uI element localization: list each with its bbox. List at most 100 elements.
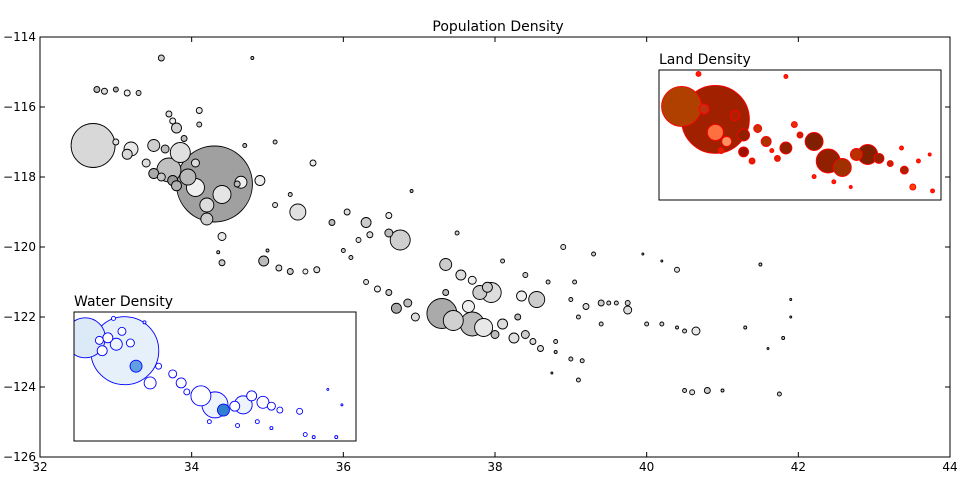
population-point: [272, 139, 278, 145]
water-inset-point: [311, 435, 316, 440]
land-inset-frame: [658, 69, 942, 201]
water-inset-point: [256, 395, 270, 409]
main-title: Population Density: [432, 19, 563, 35]
population-point: [550, 371, 554, 375]
population-point: [591, 251, 597, 257]
population-point: [196, 121, 203, 128]
water-inset-point: [168, 369, 178, 379]
land-inset-point: [721, 136, 733, 147]
population-point: [481, 281, 493, 293]
population-point: [409, 189, 414, 193]
population-point: [363, 279, 370, 285]
land-inset-point: [899, 165, 909, 175]
land-inset-point: [930, 188, 935, 194]
population-point: [360, 217, 372, 228]
y-tick-label: −114: [3, 30, 36, 44]
water-inset-point: [102, 332, 114, 344]
land-inset-point: [717, 147, 725, 155]
population-point: [781, 336, 786, 340]
population-point: [254, 175, 266, 186]
land-inset-point: [915, 158, 921, 164]
population-point: [675, 325, 679, 330]
population-point: [147, 139, 161, 152]
land-inset-point: [886, 160, 894, 168]
population-point: [462, 300, 475, 313]
population-point: [490, 330, 500, 339]
population-point: [242, 143, 248, 148]
population-point: [355, 237, 362, 243]
population-point: [766, 347, 770, 350]
land-inset-point: [832, 158, 852, 177]
population-point: [287, 192, 293, 197]
water-inset-point: [109, 337, 123, 351]
x-tick-label: 32: [32, 460, 47, 474]
water-inset-point: [254, 419, 260, 425]
population-point: [343, 208, 351, 216]
population-point: [474, 318, 494, 337]
population-point: [516, 290, 527, 302]
water-inset-point: [111, 316, 116, 321]
population-point: [169, 142, 191, 163]
population-point: [390, 302, 402, 314]
land-inset-point: [769, 148, 775, 154]
water-inset-point: [334, 435, 339, 440]
population-point: [385, 212, 393, 219]
land-inset-point: [737, 128, 751, 142]
population-point: [366, 231, 374, 239]
main-scatter-layer: [70, 54, 793, 397]
population-point: [520, 330, 530, 339]
land-inset-point: [773, 154, 781, 162]
land-inset-point: [698, 103, 710, 115]
population-point: [156, 172, 166, 182]
population-point: [265, 248, 270, 253]
water-inset-point: [206, 419, 212, 425]
land-inset-point: [831, 179, 837, 185]
population-point: [218, 259, 226, 267]
population-point: [467, 275, 477, 285]
population-point: [545, 279, 551, 285]
land-inset-point: [909, 183, 917, 191]
population-point: [455, 269, 467, 281]
water-inset-point: [94, 335, 104, 345]
population-point: [529, 338, 537, 345]
population-point: [410, 312, 420, 322]
population-point: [93, 86, 101, 93]
water-inset-point: [143, 376, 157, 390]
population-point: [313, 266, 321, 274]
land-inset-point: [811, 174, 817, 180]
population-point: [442, 310, 464, 331]
land-inset-point: [927, 152, 932, 157]
population-point: [613, 300, 619, 306]
population-point: [112, 138, 120, 146]
land-inset-point: [753, 124, 763, 133]
population-point: [403, 298, 413, 308]
water-inset-point: [217, 403, 230, 417]
water-inset-point: [229, 400, 241, 412]
y-tick-label: −118: [3, 170, 36, 184]
x-tick-label: 34: [184, 460, 199, 474]
population-point: [720, 388, 725, 393]
population-point: [250, 56, 255, 60]
population-point: [743, 325, 748, 330]
x-tick-label: 36: [336, 460, 351, 474]
population-point: [598, 321, 604, 327]
water-inset-point: [296, 407, 304, 415]
population-point: [522, 272, 529, 278]
population-point: [514, 313, 522, 321]
population-point: [644, 321, 650, 327]
population-point: [302, 268, 309, 275]
population-point: [275, 264, 283, 272]
population-point: [575, 314, 581, 320]
land-inset-point: [849, 148, 863, 161]
water-inset-point: [190, 385, 212, 407]
water-inset-point: [183, 388, 191, 396]
population-point: [606, 300, 612, 306]
population-point: [157, 54, 165, 62]
water-inset-points: [74, 316, 344, 440]
population-point: [528, 291, 546, 308]
water-inset-title: Water Density: [74, 294, 173, 310]
population-point: [537, 345, 544, 352]
population-point: [171, 122, 182, 134]
population-point: [123, 89, 131, 97]
